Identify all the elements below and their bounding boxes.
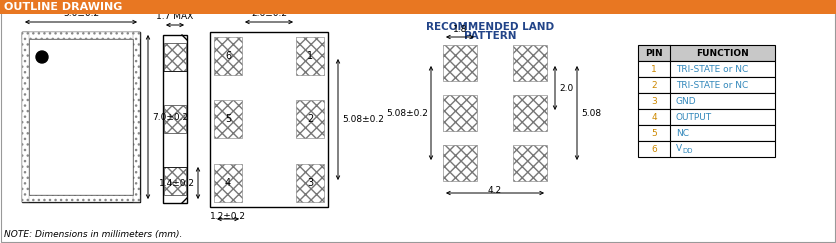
Text: PIN: PIN xyxy=(645,49,663,58)
Bar xyxy=(214,164,242,202)
Bar xyxy=(22,32,29,202)
Bar xyxy=(164,105,186,133)
Text: V: V xyxy=(676,144,682,153)
Text: 5.08±0.2: 5.08±0.2 xyxy=(342,115,384,124)
Text: 4.2: 4.2 xyxy=(488,186,502,195)
Text: 7.0±0.2: 7.0±0.2 xyxy=(152,113,188,122)
Text: 5.08: 5.08 xyxy=(581,109,601,118)
Text: 6: 6 xyxy=(651,145,657,154)
Text: 1: 1 xyxy=(651,64,657,73)
Bar xyxy=(513,145,547,181)
Text: 5.0±0.2: 5.0±0.2 xyxy=(63,9,99,18)
Text: TRI-STATE or NC: TRI-STATE or NC xyxy=(676,64,748,73)
Bar xyxy=(296,100,324,138)
Bar xyxy=(296,164,324,202)
Text: TRI-STATE or NC: TRI-STATE or NC xyxy=(676,80,748,89)
Text: 4: 4 xyxy=(651,113,657,122)
Bar xyxy=(0,0,836,14)
Text: 5: 5 xyxy=(651,129,657,138)
Bar xyxy=(210,32,328,207)
Bar xyxy=(164,167,186,195)
Text: RECOMMENDED LAND: RECOMMENDED LAND xyxy=(426,22,554,32)
Text: 6: 6 xyxy=(225,51,231,61)
Text: FUNCTION: FUNCTION xyxy=(696,49,749,58)
Circle shape xyxy=(36,51,48,63)
Bar xyxy=(443,95,477,131)
Text: 1: 1 xyxy=(307,51,313,61)
Text: NOTE: Dimensions in millimeters (mm).: NOTE: Dimensions in millimeters (mm). xyxy=(4,230,182,239)
Bar xyxy=(443,145,477,181)
Bar xyxy=(638,77,775,93)
Text: PATTERN: PATTERN xyxy=(464,31,517,41)
Bar xyxy=(638,141,775,157)
Bar xyxy=(443,45,477,81)
Bar xyxy=(214,37,242,75)
Text: 2.6±0.2: 2.6±0.2 xyxy=(251,9,287,18)
Text: 4: 4 xyxy=(225,178,231,188)
Text: OUTPUT: OUTPUT xyxy=(676,113,712,122)
Text: OUTLINE DRAWING: OUTLINE DRAWING xyxy=(4,2,122,12)
Bar xyxy=(22,32,140,39)
Text: 2: 2 xyxy=(307,114,314,124)
Text: 2.0: 2.0 xyxy=(559,84,573,93)
Bar xyxy=(638,125,775,141)
Bar xyxy=(22,195,140,202)
Bar xyxy=(22,32,140,202)
Bar xyxy=(133,32,140,202)
Bar xyxy=(214,100,242,138)
Text: 5: 5 xyxy=(225,114,231,124)
Bar xyxy=(638,45,775,61)
Bar xyxy=(164,167,186,195)
Text: GND: GND xyxy=(676,96,696,105)
Bar xyxy=(513,95,547,131)
Bar xyxy=(638,93,775,109)
Text: NC: NC xyxy=(676,129,689,138)
Text: 1.4±0.2: 1.4±0.2 xyxy=(159,179,195,188)
Bar xyxy=(164,43,186,71)
Text: 2: 2 xyxy=(651,80,657,89)
Bar xyxy=(164,105,186,133)
Text: 1.8: 1.8 xyxy=(453,25,467,34)
Text: 1.2±0.2: 1.2±0.2 xyxy=(210,212,246,221)
Bar xyxy=(164,43,186,71)
Bar xyxy=(638,109,775,125)
Bar xyxy=(29,39,133,195)
Bar xyxy=(296,37,324,75)
Text: DD: DD xyxy=(682,148,692,154)
Bar xyxy=(513,45,547,81)
Text: 5.08±0.2: 5.08±0.2 xyxy=(386,109,428,118)
Text: 1.7 MAX: 1.7 MAX xyxy=(156,12,194,21)
Text: 3: 3 xyxy=(651,96,657,105)
Bar xyxy=(163,35,187,203)
Bar xyxy=(638,61,775,77)
Text: 3: 3 xyxy=(307,178,313,188)
